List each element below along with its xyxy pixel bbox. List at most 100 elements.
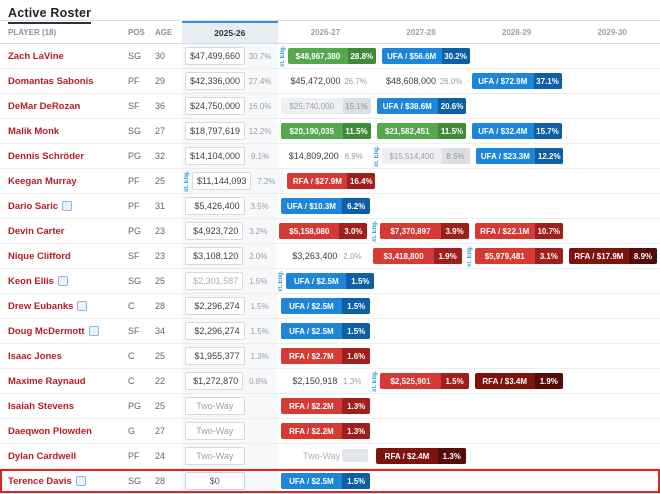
player-name-link[interactable]: Dennis Schröder [8,150,85,162]
page-title: Active Roster [8,6,92,24]
highlighted-row: Terence Davis SG 28 $0 UFA / $2.5M 1.5% [0,469,660,494]
player-age: 25 [155,276,166,286]
badge-label: UFA / $38.6M [382,101,432,111]
player-name-link[interactable]: Devin Carter [8,225,65,237]
two-way-box: Two-Way [185,447,245,465]
season-cell [566,169,660,193]
roster-table-body: Zach LaVine SG 30 $47,499,660 30.7% xt. Elig.… [0,44,660,494]
badge-label: $5,979,481 [484,251,525,261]
badge-label: RFA / $2.2M [289,401,334,411]
player-cell: Drew Eubanks [0,301,128,312]
cap-percent: 1.5% [249,276,268,286]
player-name-link[interactable]: Dylan Cardwell [8,450,77,462]
season-cell [373,194,469,218]
col-header-player[interactable]: PLAYER (18) [8,27,57,37]
season-cell: Two-Way [278,444,374,468]
player-name-link[interactable]: Doug McDermott [8,325,85,337]
salary-value-box: $1,272,870 [185,372,244,390]
player-name-link[interactable]: Nique Clifford [8,250,71,262]
season-cell: RFA / $2.2M 1.3% [278,394,374,418]
season-cell: xt. Elig. $7,370,897 3.9% [370,219,471,243]
col-header-season-2027-28[interactable]: 2027-28 [406,27,436,37]
season-cell: UFA / $72.9M 37.1% [469,69,564,93]
col-header-season-2026-27[interactable]: 2026-27 [310,27,341,37]
season-cell [373,319,469,343]
season-cell [373,344,469,368]
free-agency-badge: $15,514,400 8.5% [381,148,470,164]
col-header-age[interactable]: AGE [155,27,173,37]
empty-percent-chip [342,448,369,462]
player-name-link[interactable]: Domantas Sabonis [8,75,94,87]
player-name-link[interactable]: DeMar DeRozan [8,100,81,112]
salary-value: $2,150,918 [292,376,338,386]
free-agency-badge: UFA / $32.4M 15.7% [472,123,562,139]
player-name-link[interactable]: Dario Saric [8,200,59,212]
season-cell: $2,296,274 1.5% [182,319,278,343]
player-position: PF [128,76,140,86]
badge-label: $21,582,451 [385,126,430,136]
player-name-link[interactable]: Malik Monk [8,125,60,137]
salary-value-box: $47,499,660 [185,47,246,65]
player-name-link[interactable]: Isaac Jones [8,350,62,362]
player-name-link[interactable]: Keon Ellis [8,275,54,287]
col-header-season-2025-26[interactable]: 2025-26 [182,21,278,43]
badge-percent: 6.2% [342,198,371,214]
season-cell: xt. Elig. $5,979,481 3.1% [465,244,566,268]
salary-value-zone: $3,263,400 [279,251,337,261]
player-position: SF [128,251,140,261]
player-name-link[interactable]: Daeqwon Plowden [8,425,92,437]
player-cell: Keegan Murray [0,176,128,187]
player-age: 30 [155,51,166,61]
badge-percent: 3.9% [440,223,469,239]
cap-percent: 1.5% [250,326,269,336]
col-header-pos[interactable]: POS [128,27,145,37]
player-name-link[interactable]: Terence Davis [8,475,72,487]
season-cell [469,444,565,468]
col-header-season-2029-30[interactable]: 2029-30 [597,27,627,37]
player-cell: Keon Ellis [0,276,128,287]
free-agency-badge: $48,967,380 28.8% [288,48,376,64]
col-header-season-2028-29[interactable]: 2028-29 [501,27,532,37]
player-cell: Doug McDermott [0,326,128,337]
salary-value-box: $1,955,377 [185,347,245,365]
player-name-link[interactable]: Maxime Raynaud [8,375,86,387]
season-cell: Two-Way [182,394,278,418]
badge-label: RFA / $27.9M [292,176,342,186]
free-agency-badge: $21,582,451 11.5% [376,123,467,139]
player-name-link[interactable]: Zach LaVine [8,50,64,62]
season-cell: UFA / $2.5M 1.5% [278,294,374,318]
player-name-link[interactable]: Drew Eubanks [8,300,74,312]
player-age: 31 [155,201,166,211]
badge-percent: 1.3% [437,448,466,464]
free-agency-badge: RFA / $22.1M 10.7% [474,223,563,239]
season-cell: $5,158,080 3.0% [276,219,370,243]
player-position: C [128,376,135,386]
season-cell: UFA / $56.6M 30.2% [379,44,473,68]
player-age: 29 [155,76,166,86]
player-name-link[interactable]: Isaiah Stevens [8,400,75,412]
cap-percent: 1.3% [343,376,362,386]
player-position: SG [128,51,142,61]
season-cell [564,319,660,343]
free-agency-badge: $5,158,080 3.0% [279,223,368,239]
cap-percent: 2.0% [343,251,362,261]
season-cell: $2,150,918 1.3% [276,369,370,393]
season-cell: $3,418,800 1.9% [370,244,464,268]
percent-chip-zone [340,448,370,464]
season-cell: xt. Elig. $11,144,093 7.2% [182,169,285,193]
salary-input[interactable]: $0 [185,472,245,490]
player-note-icon [88,326,99,336]
free-agency-badge: UFA / $2.5M 1.5% [280,323,371,339]
player-age: 23 [155,251,166,261]
season-cell [565,119,660,143]
free-agency-badge: $20,190,035 11.5% [281,123,371,139]
player-cell: Domantas Sabonis [0,76,128,87]
season-cell: $5,426,400 3.5% [182,194,278,218]
badge-label: $7,370,897 [390,226,431,236]
badge-label: RFA / $2.2M [289,426,334,436]
season-cell: xt. Elig. UFA / $2.5M 1.5% [276,269,377,293]
player-name-link[interactable]: Keegan Murray [8,175,77,187]
season-cell: Two-Way [182,419,278,443]
badge-label: RFA / $3.4M [482,376,528,386]
season-cell: RFA / $17.9M 8.9% [566,244,660,268]
